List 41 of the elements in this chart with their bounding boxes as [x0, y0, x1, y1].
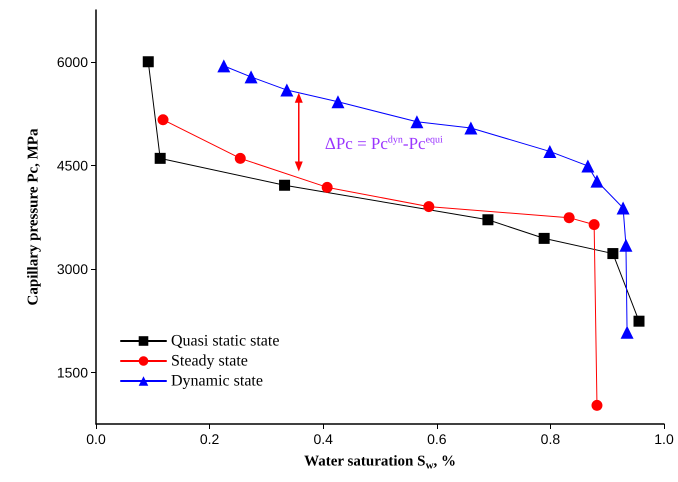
point: [482, 214, 494, 226]
point: [620, 326, 634, 339]
x-tick-label: 0.0: [86, 431, 106, 447]
x-tick-label: 0.2: [200, 431, 220, 447]
y-tick-label: 6000: [56, 54, 88, 70]
x-tick-label: 0.4: [313, 431, 334, 447]
legend-label: Steady state: [171, 352, 248, 370]
point: [142, 56, 154, 68]
legend-label: Quasi static state: [171, 332, 280, 350]
point: [581, 159, 594, 172]
y-axis-title: Capillary pressure Pc, MPa: [26, 128, 42, 306]
y-tick-label: 3000: [56, 260, 88, 277]
point: [217, 59, 230, 72]
point: [279, 180, 290, 191]
point: [564, 212, 575, 224]
point: [322, 182, 333, 193]
x-tick-label: 1.0: [654, 431, 674, 447]
point: [410, 115, 424, 128]
point: [244, 70, 258, 84]
point: [234, 152, 246, 164]
point: [423, 201, 434, 212]
x-tick-label: 0.8: [540, 431, 560, 447]
y-tick-label: 4500: [56, 157, 88, 174]
annotation: ΔPc = Pc$^{dyn}$-Pc$^{equi}$: [324, 134, 443, 154]
point: [588, 219, 600, 230]
point: [538, 232, 550, 244]
x-tick-label: 0.6: [427, 431, 447, 447]
point: [590, 174, 604, 188]
point: [591, 400, 602, 411]
point: [607, 248, 618, 260]
y-tick-label: 1500: [56, 364, 88, 380]
point: [619, 238, 632, 252]
point: [543, 144, 556, 158]
point: [280, 84, 294, 97]
point: [634, 316, 645, 327]
point: [158, 114, 169, 126]
point: [616, 202, 630, 215]
legend-label: Dynamic state: [171, 372, 263, 390]
point: [154, 152, 166, 164]
point: [464, 121, 478, 134]
point: [331, 95, 344, 108]
